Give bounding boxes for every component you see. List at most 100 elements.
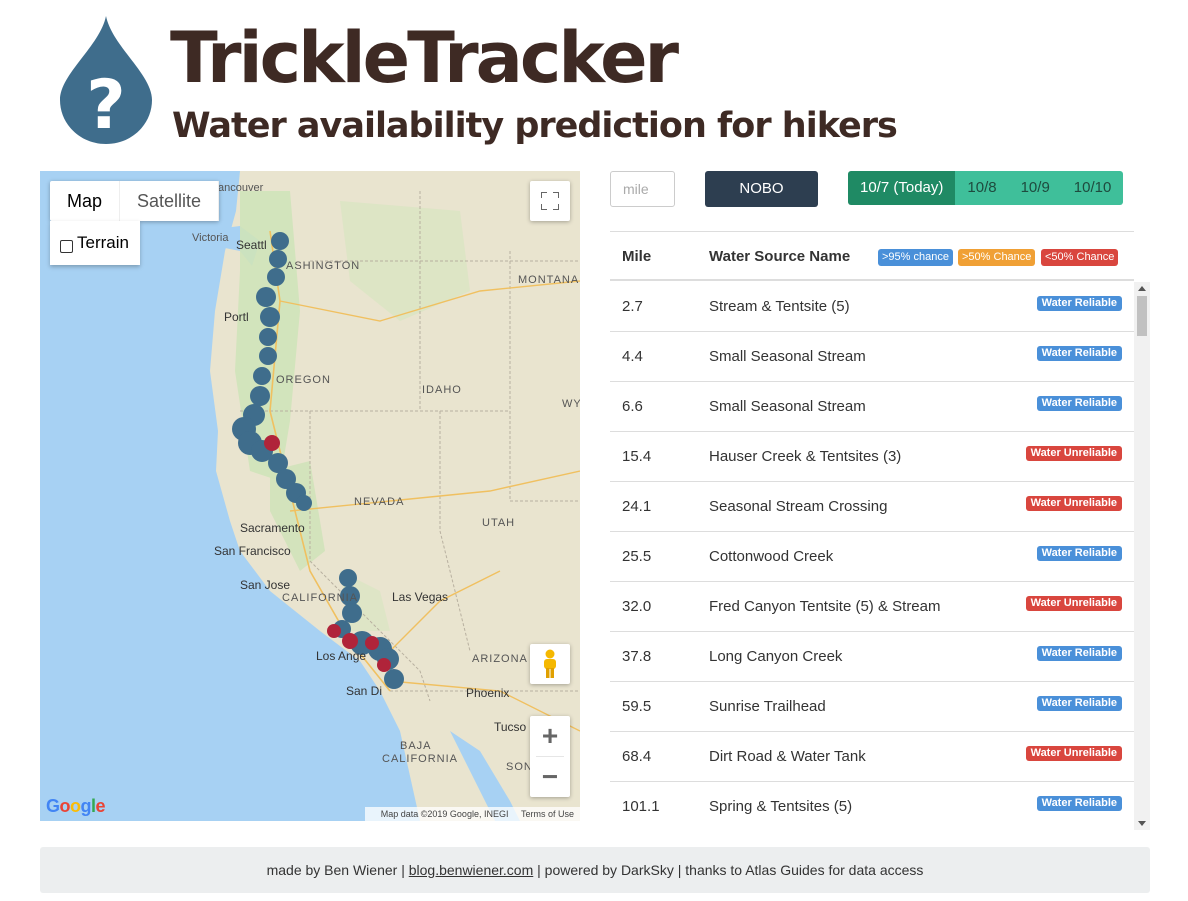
status-badge: Water Unreliable (1025, 746, 1122, 761)
date-selector: 10/7 (Today) 10/8 10/9 10/10 (848, 171, 1124, 205)
map-type-map-button[interactable]: Map (50, 181, 121, 221)
status-badge: Water Unreliable (1025, 446, 1122, 461)
label-las-vegas: Las Vegas (392, 590, 448, 604)
map-type-satellite-button[interactable]: Satellite (120, 181, 220, 221)
pegman-icon (544, 649, 556, 678)
table-row[interactable]: 15.4 Hauser Creek & Tentsites (3) Water Un… (610, 432, 1134, 482)
blog-link[interactable]: blog.benwiener.com (408, 862, 534, 878)
label-sacramento: Sacramento (240, 521, 305, 535)
map-canvas[interactable]: ancouver Victoria Seattl ASHINGTON MONTA… (40, 171, 580, 821)
row-source-name: Small Seasonal Stream (709, 398, 866, 415)
table-row[interactable]: 6.6 Small Seasonal Stream Water Reliable (610, 382, 1134, 432)
scroll-thumb[interactable] (1137, 296, 1147, 336)
table-row[interactable]: 37.8 Long Canyon Creek Water Reliable (610, 632, 1134, 682)
legend-medium-chance: >50% Chance (958, 249, 1036, 266)
scroll-up-arrow[interactable] (1138, 286, 1146, 291)
row-mile: 25.5 (622, 548, 652, 565)
label-baja-california: CALIFORNIA (382, 753, 458, 765)
fullscreen-icon (541, 192, 559, 210)
label-phoenix: Phoenix (466, 686, 509, 700)
label-baja: BAJA (400, 740, 432, 752)
row-mile: 59.5 (622, 698, 652, 715)
row-mile: 4.4 (622, 348, 643, 365)
row-mile: 24.1 (622, 498, 652, 515)
label-portland: Portl (224, 310, 249, 324)
terrain-checkbox[interactable] (60, 239, 73, 253)
label-wy: WY (562, 398, 580, 410)
legend-low-chance: <50% Chance (1041, 249, 1119, 266)
map-data-credit: Map data ©2019 Google, INEGI (380, 809, 509, 819)
terrain-label: Terrain (77, 233, 129, 252)
svg-text:?: ? (86, 66, 125, 144)
date-tab-10-8[interactable]: 10/8 (955, 171, 1009, 205)
terms-link[interactable]: Terms of Use (520, 809, 574, 819)
google-logo: Google (46, 796, 106, 816)
row-source-name: Sunrise Trailhead (709, 698, 826, 715)
label-arizona: ARIZONA (472, 653, 528, 665)
row-source-name: Small Seasonal Stream (709, 348, 866, 365)
footer: made by Ben Wiener | blog.benwiener.com … (40, 847, 1150, 893)
row-mile: 32.0 (622, 598, 652, 615)
table-row[interactable]: 25.5 Cottonwood Creek Water Reliable (610, 532, 1134, 582)
date-tab-10-9[interactable]: 10/9 (1008, 171, 1062, 205)
row-mile: 101.1 (622, 798, 660, 815)
row-source-name: Long Canyon Creek (709, 648, 843, 665)
status-badge: Water Reliable (1036, 796, 1122, 811)
table-row[interactable]: 101.1 Spring & Tentsites (5) Water Reliabl… (610, 782, 1134, 830)
row-source-name: Fred Canyon Tentsite (5) & Stream (709, 598, 941, 615)
legend-high-chance: >95% chance (878, 249, 953, 266)
table-row[interactable]: 59.5 Sunrise Trailhead Water Reliable (610, 682, 1134, 732)
table-header: Mile Water Source Name >95% chance >50% … (610, 231, 1134, 281)
table-row[interactable]: 68.4 Dirt Road & Water Tank Water Unreliab… (610, 732, 1134, 782)
street-view-button[interactable] (530, 644, 570, 684)
label-san-diego: San Di (346, 684, 382, 698)
map-type-control: Map Satellite (50, 181, 220, 221)
label-idaho: IDAHO (422, 384, 462, 396)
row-mile: 2.7 (622, 298, 643, 315)
footer-suffix: | powered by DarkSky | thanks to Atlas G… (533, 862, 924, 878)
label-california: CALIFORNIA (282, 592, 358, 604)
label-montana: MONTANA (518, 274, 579, 286)
date-tab-10-10[interactable]: 10/10 (1061, 171, 1124, 205)
status-badge: Water Unreliable (1025, 496, 1122, 511)
status-badge: Water Reliable (1036, 296, 1122, 311)
question-drop-icon: ? (60, 16, 152, 144)
table-row[interactable]: 32.0 Fred Canyon Tentsite (5) & Stream Wat… (610, 582, 1134, 632)
label-san-jose: San Jose (240, 578, 290, 592)
terrain-toggle[interactable]: Terrain (50, 221, 140, 265)
row-source-name: Cottonwood Creek (709, 548, 834, 565)
status-badge: Water Reliable (1036, 546, 1122, 561)
label-seattle: Seattl (236, 238, 267, 252)
row-mile: 37.8 (622, 648, 652, 665)
status-badge: Water Reliable (1036, 346, 1122, 361)
label-victoria: Victoria (192, 232, 229, 244)
row-source-name: Spring & Tentsites (5) (709, 798, 853, 815)
trail-map[interactable]: ancouver Victoria Seattl ASHINGTON MONTA… (40, 171, 580, 821)
mile-input[interactable] (610, 171, 675, 207)
date-tab-today[interactable]: 10/7 (Today) (848, 171, 956, 205)
column-header-mile: Mile (622, 248, 652, 265)
direction-button[interactable]: NOBO (705, 171, 818, 207)
table-row[interactable]: 4.4 Small Seasonal Stream Water Reliable (610, 332, 1134, 382)
map-attribution: Map data ©2019 Google, INEGI Terms of Us… (364, 807, 580, 821)
table-row[interactable]: 24.1 Seasonal Stream Crossing Water Unreli… (610, 482, 1134, 532)
column-header-name: Water Source Name (709, 248, 851, 265)
label-son: SON (506, 761, 533, 773)
zoom-in-button[interactable]: + (541, 720, 559, 751)
zoom-out-button[interactable]: − (541, 761, 559, 792)
label-vancouver: ancouver (218, 182, 264, 194)
table-scrollbar[interactable] (1134, 282, 1150, 830)
label-los-angeles: Los Ange (316, 649, 366, 663)
status-badge: Water Reliable (1036, 646, 1122, 661)
app-subtitle: Water availability prediction for hikers (172, 106, 898, 146)
status-badge: Water Reliable (1036, 696, 1122, 711)
row-source-name: Dirt Road & Water Tank (709, 748, 866, 765)
app-title: TrickleTracker (170, 17, 679, 99)
scroll-down-arrow[interactable] (1138, 821, 1146, 826)
footer-prefix: made by Ben Wiener | (266, 862, 409, 878)
row-source-name: Hauser Creek & Tentsites (3) (709, 448, 902, 465)
water-source-list[interactable]: 2.7 Stream & Tentsite (5) Water Reliable 4.… (610, 282, 1150, 830)
label-tucson: Tucso (494, 720, 527, 734)
fullscreen-button[interactable] (530, 181, 570, 221)
table-row[interactable]: 2.7 Stream & Tentsite (5) Water Reliable (610, 282, 1134, 332)
